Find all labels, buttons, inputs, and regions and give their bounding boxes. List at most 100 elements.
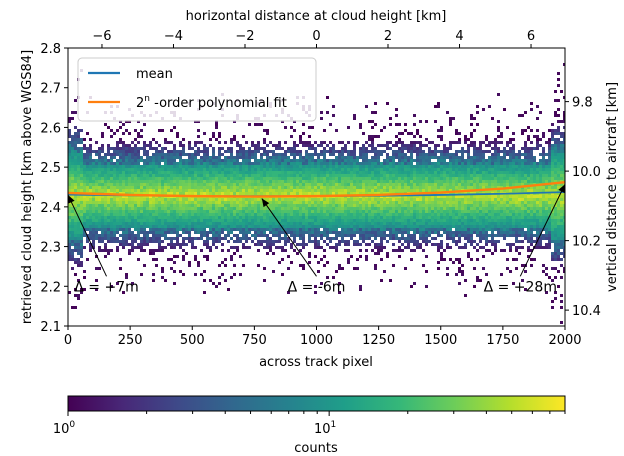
- heatmap-cell: [242, 159, 245, 162]
- heatmap-cell: [116, 225, 119, 228]
- heatmap-cell: [392, 201, 395, 204]
- heatmap-cell: [446, 243, 449, 246]
- heatmap-cell: [452, 198, 455, 201]
- heatmap-cell: [137, 258, 140, 261]
- heatmap-cell: [95, 183, 98, 186]
- heatmap-cell: [338, 150, 341, 153]
- heatmap-cell: [248, 186, 251, 189]
- heatmap-cell: [104, 171, 107, 174]
- heatmap-cell: [242, 264, 245, 267]
- heatmap-cell: [476, 168, 479, 171]
- heatmap-cell: [410, 249, 413, 252]
- heatmap-cell: [173, 237, 176, 240]
- heatmap-cell: [332, 207, 335, 210]
- heatmap-cell: [407, 207, 410, 210]
- heatmap-cell: [476, 162, 479, 165]
- heatmap-cell: [458, 216, 461, 219]
- heatmap-cell: [476, 201, 479, 204]
- heatmap-cell: [212, 198, 215, 201]
- heatmap-cell: [152, 234, 155, 237]
- heatmap-cell: [158, 198, 161, 201]
- heatmap-cell: [74, 141, 77, 144]
- heatmap-cell: [224, 225, 227, 228]
- heatmap-cell: [173, 207, 176, 210]
- heatmap-cell: [371, 135, 374, 138]
- heatmap-cell: [134, 156, 137, 159]
- heatmap-cell: [290, 189, 293, 192]
- density-heatmap: [68, 63, 565, 324]
- heatmap-cell: [482, 219, 485, 222]
- heatmap-cell: [350, 180, 353, 183]
- heatmap-cell: [443, 204, 446, 207]
- heatmap-cell: [107, 189, 110, 192]
- heatmap-cell: [74, 225, 77, 228]
- heatmap-cell: [248, 216, 251, 219]
- heatmap-cell: [152, 204, 155, 207]
- heatmap-cell: [68, 117, 71, 120]
- heatmap-cell: [230, 174, 233, 177]
- heatmap-cell: [137, 231, 140, 234]
- heatmap-cell: [392, 249, 395, 252]
- heatmap-cell: [173, 216, 176, 219]
- heatmap-cell: [161, 276, 164, 279]
- heatmap-cell: [281, 237, 284, 240]
- heatmap-cell: [263, 138, 266, 141]
- heatmap-cell: [383, 144, 386, 147]
- heatmap-cell: [332, 180, 335, 183]
- heatmap-cell: [362, 192, 365, 195]
- heatmap-cell: [167, 192, 170, 195]
- heatmap-cell: [185, 159, 188, 162]
- heatmap-cell: [431, 195, 434, 198]
- heatmap-cell: [323, 204, 326, 207]
- heatmap-cell: [236, 234, 239, 237]
- heatmap-cell: [233, 240, 236, 243]
- heatmap-cell: [281, 201, 284, 204]
- heatmap-cell: [428, 156, 431, 159]
- heatmap-cell: [410, 201, 413, 204]
- heatmap-cell: [209, 231, 212, 234]
- heatmap-cell: [317, 207, 320, 210]
- heatmap-cell: [371, 225, 374, 228]
- heatmap-cell: [380, 150, 383, 153]
- heatmap-cell: [377, 186, 380, 189]
- heatmap-cell: [326, 225, 329, 228]
- heatmap-cell: [77, 171, 80, 174]
- heatmap-cell: [146, 186, 149, 189]
- heatmap-cell: [344, 156, 347, 159]
- heatmap-cell: [206, 150, 209, 153]
- heatmap-cell: [350, 198, 353, 201]
- heatmap-cell: [197, 216, 200, 219]
- heatmap-cell: [332, 276, 335, 279]
- heatmap-cell: [440, 186, 443, 189]
- heatmap-cell: [206, 225, 209, 228]
- heatmap-cell: [158, 180, 161, 183]
- heatmap-cell: [398, 249, 401, 252]
- heatmap-cell: [167, 204, 170, 207]
- heatmap-cell: [86, 168, 89, 171]
- heatmap-cell: [140, 174, 143, 177]
- heatmap-cell: [224, 171, 227, 174]
- heatmap-cell: [287, 159, 290, 162]
- heatmap-cell: [362, 231, 365, 234]
- heatmap-cell: [194, 150, 197, 153]
- heatmap-cell: [449, 162, 452, 165]
- heatmap-cell: [209, 225, 212, 228]
- heatmap-cell: [281, 213, 284, 216]
- heatmap-cell: [206, 237, 209, 240]
- heatmap-cell: [311, 171, 314, 174]
- heatmap-cell: [485, 138, 488, 141]
- heatmap-cell: [467, 240, 470, 243]
- heatmap-cell: [461, 174, 464, 177]
- heatmap-cell: [446, 111, 449, 114]
- heatmap-cell: [440, 240, 443, 243]
- heatmap-cell: [98, 204, 101, 207]
- heatmap-cell: [308, 213, 311, 216]
- heatmap-cell: [377, 162, 380, 165]
- heatmap-cell: [293, 201, 296, 204]
- heatmap-cell: [371, 168, 374, 171]
- heatmap-cell: [470, 177, 473, 180]
- heatmap-cell: [137, 198, 140, 201]
- heatmap-cell: [374, 204, 377, 207]
- heatmap-cell: [248, 165, 251, 168]
- heatmap-cell: [266, 204, 269, 207]
